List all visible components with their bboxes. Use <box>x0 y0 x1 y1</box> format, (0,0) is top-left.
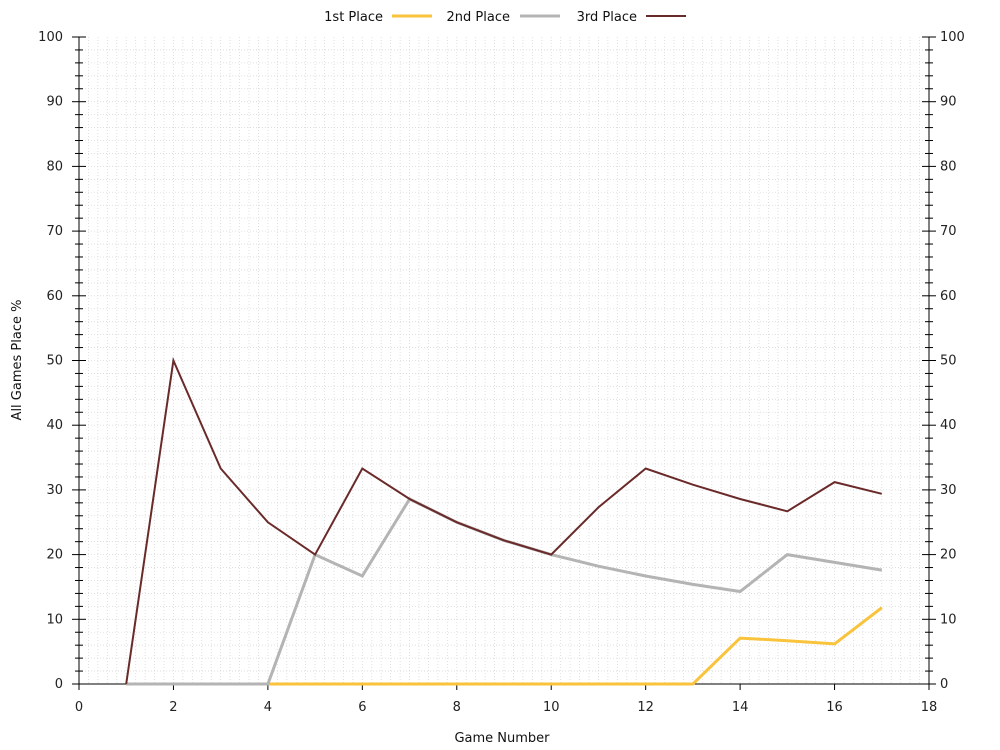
grid <box>79 37 929 684</box>
y-tick-label-left: 30 <box>46 483 63 498</box>
y-tick-label-right: 80 <box>940 159 957 174</box>
y-tick-label-left: 70 <box>46 224 63 239</box>
y-tick-label-right: 10 <box>940 612 957 627</box>
y-tick-label-right: 70 <box>940 224 957 239</box>
y-tick-label-right: 90 <box>940 95 957 110</box>
y-tick-label-right: 40 <box>940 418 957 433</box>
y-tick-label-left: 80 <box>46 159 63 174</box>
x-tick-label: 0 <box>75 700 83 715</box>
y-tick-label-left: 100 <box>38 30 63 45</box>
x-tick-label: 16 <box>826 700 843 715</box>
y-tick-label-right: 50 <box>940 354 957 369</box>
x-tick-label: 10 <box>543 700 560 715</box>
x-tick-label: 6 <box>358 700 366 715</box>
y-axis-title: All Games Place % <box>10 300 25 421</box>
series-lines <box>125 356 883 686</box>
y-tick-label-right: 60 <box>940 289 957 304</box>
x-axis-title: Game Number <box>454 731 550 746</box>
x-tick-label: 14 <box>732 700 749 715</box>
y-tick-label-left: 0 <box>55 677 63 692</box>
y-tick-label-right: 100 <box>940 30 965 45</box>
series-line-3rd-place <box>125 356 883 685</box>
y-tick-label-right: 20 <box>940 548 957 563</box>
x-tick-label: 8 <box>453 700 461 715</box>
legend: 1st Place 2nd Place 3rd Place <box>324 10 686 25</box>
x-tick-label: 12 <box>637 700 654 715</box>
y-tick-label-left: 10 <box>46 612 63 627</box>
legend-label-1st-place: 1st Place <box>324 10 383 25</box>
y-tick-label-left: 60 <box>46 289 63 304</box>
x-tick-label: 2 <box>169 700 177 715</box>
legend-label-2nd-place: 2nd Place <box>447 10 510 25</box>
y-tick-label-left: 40 <box>46 418 63 433</box>
y-tick-label-left: 90 <box>46 95 63 110</box>
legend-label-3rd-place: 3rd Place <box>577 10 637 25</box>
y-tick-label-left: 20 <box>46 548 63 563</box>
y-tick-label-left: 50 <box>46 354 63 369</box>
x-tick-label: 4 <box>264 700 272 715</box>
y-tick-label-right: 30 <box>940 483 957 498</box>
x-tick-label: 18 <box>921 700 938 715</box>
y-tick-label-right: 0 <box>940 677 948 692</box>
